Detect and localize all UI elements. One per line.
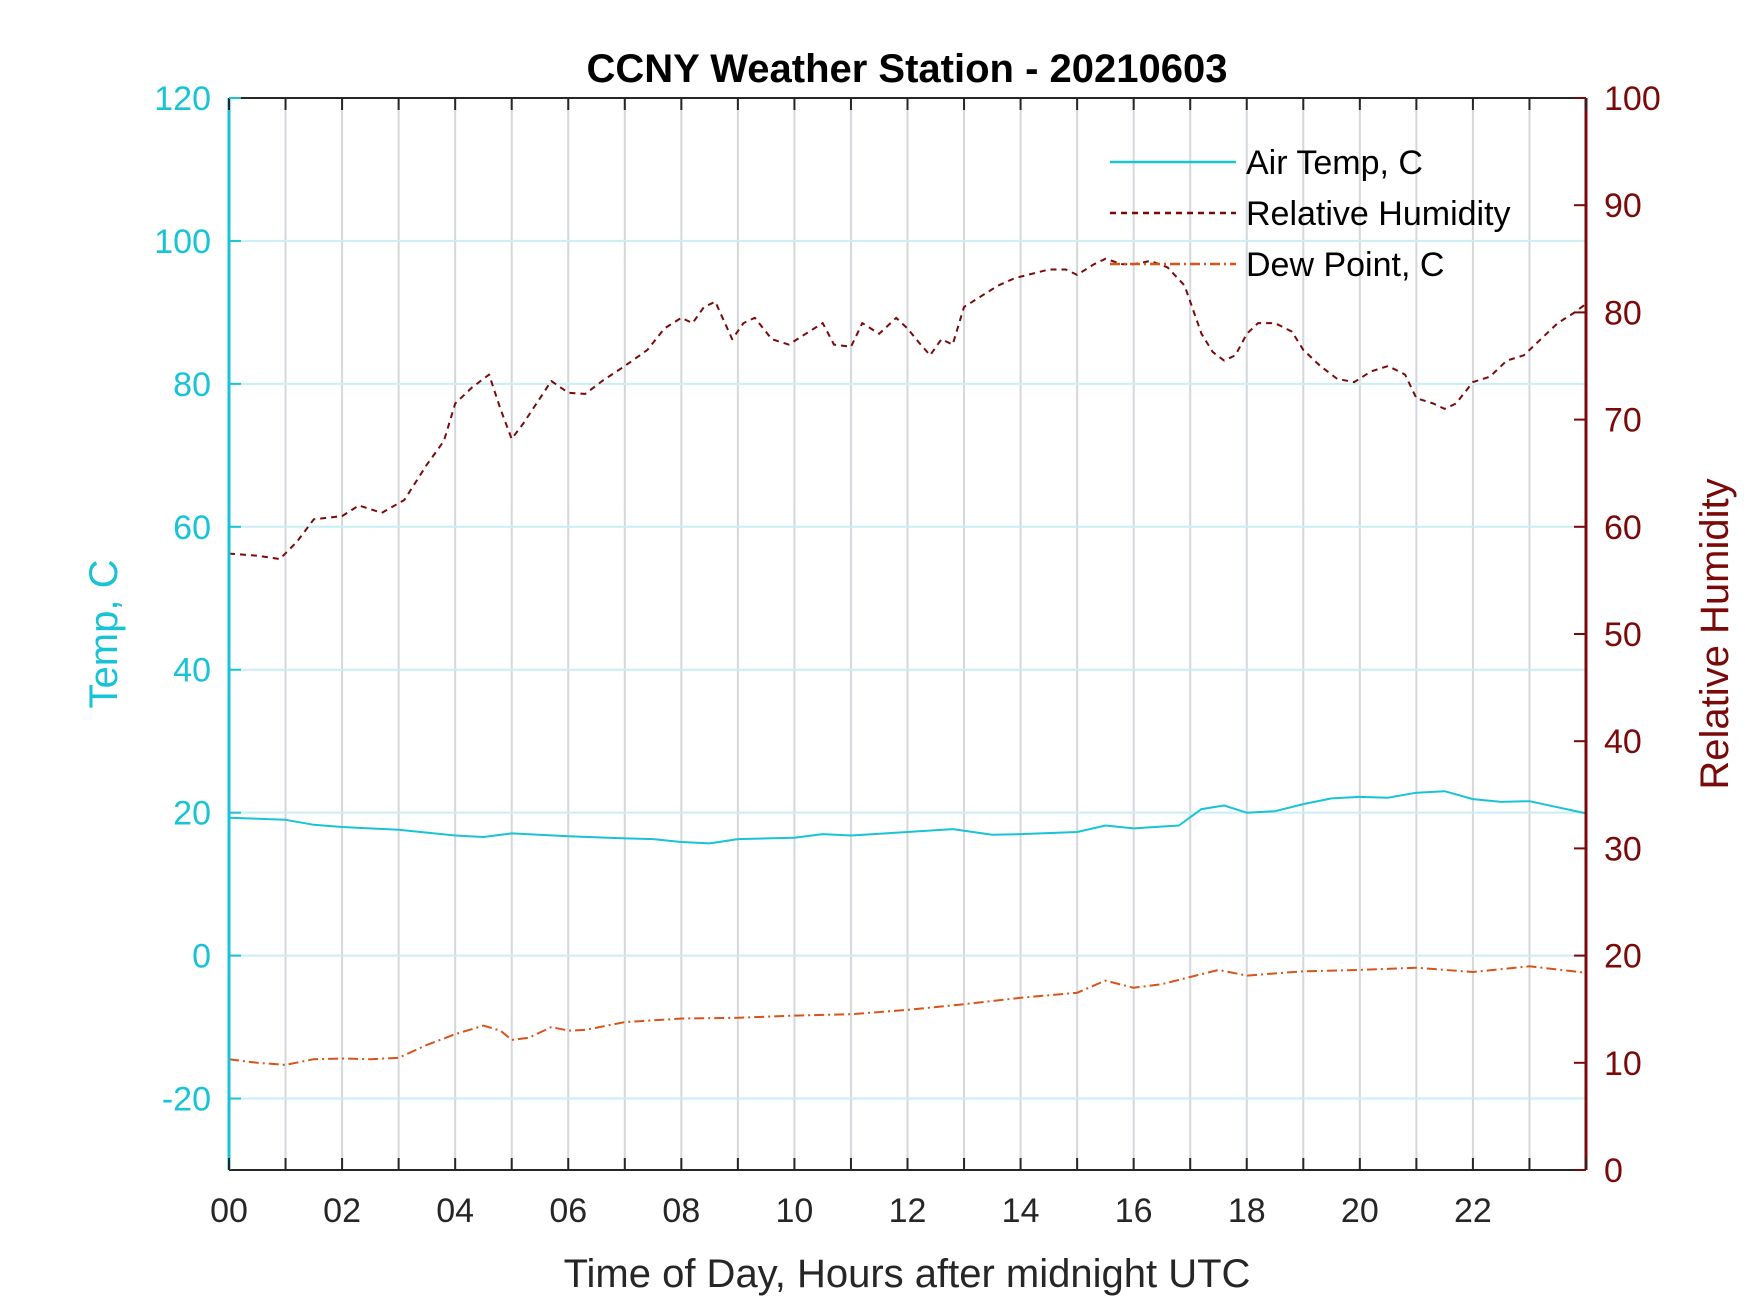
right-tick-label: 40: [1604, 723, 1642, 761]
chart-title: CCNY Weather Station - 20210603: [587, 47, 1228, 91]
right-tick-label: 70: [1604, 402, 1642, 440]
left-tick-label: 20: [173, 795, 211, 833]
right-tick-label: 90: [1604, 187, 1642, 225]
series-line-relative-humidity: [228, 257, 1587, 560]
right-tick-label: 30: [1604, 830, 1642, 868]
left-axis-label: Temp, C: [82, 560, 126, 709]
series-layer: [228, 257, 1587, 1066]
x-tick-label: 14: [1002, 1192, 1040, 1230]
right-axis-label: Relative Humidity: [1693, 478, 1737, 789]
right-tick-label: 80: [1604, 294, 1642, 332]
x-tick-label: 16: [1115, 1192, 1153, 1230]
x-tick-label: 20: [1341, 1192, 1379, 1230]
legend-label-dew-point: Dew Point, C: [1246, 246, 1444, 284]
series-line-air-temp-c: [228, 790, 1587, 845]
left-tick-label: -20: [162, 1081, 211, 1119]
x-tick-label: 22: [1454, 1192, 1492, 1230]
right-tick-label: 10: [1604, 1045, 1642, 1083]
right-tick-label: 0: [1604, 1152, 1623, 1190]
x-tick-label: 06: [549, 1192, 587, 1230]
right-tick-label: 60: [1604, 509, 1642, 547]
x-tick-label: 04: [436, 1192, 474, 1230]
legend-label-air-temp: Air Temp, C: [1246, 144, 1423, 182]
x-tick-label: 08: [662, 1192, 700, 1230]
x-axis-label: Time of Day, Hours after midnight UTC: [564, 1252, 1251, 1296]
grid: [228, 97, 1587, 1170]
left-tick-label: 120: [154, 80, 211, 118]
left-tick-label: 40: [173, 652, 211, 690]
left-tick-label: 100: [154, 223, 211, 261]
x-tick-label: 18: [1228, 1192, 1266, 1230]
left-tick-label: 80: [173, 366, 211, 404]
right-tick-label: 50: [1604, 616, 1642, 654]
x-tick-label: 10: [776, 1192, 814, 1230]
ticks: 00 02 04 06 08 10 12 14 16 18 20 22120100806040200-…: [154, 80, 1660, 1230]
right-tick-label: 20: [1604, 938, 1642, 976]
left-tick-label: 60: [173, 509, 211, 547]
series-line-dew-point-c: [228, 965, 1587, 1066]
legend-label-relative-humidity: Relative Humidity: [1246, 195, 1511, 233]
left-tick-label: 0: [192, 938, 211, 976]
legend: Air Temp, C Relative Humidity Dew Point,…: [1110, 144, 1511, 284]
x-tick-label: 12: [889, 1192, 927, 1230]
x-tick-label: 02: [323, 1192, 361, 1230]
right-tick-label: 100: [1604, 80, 1661, 118]
x-tick-label: 00: [210, 1192, 248, 1230]
